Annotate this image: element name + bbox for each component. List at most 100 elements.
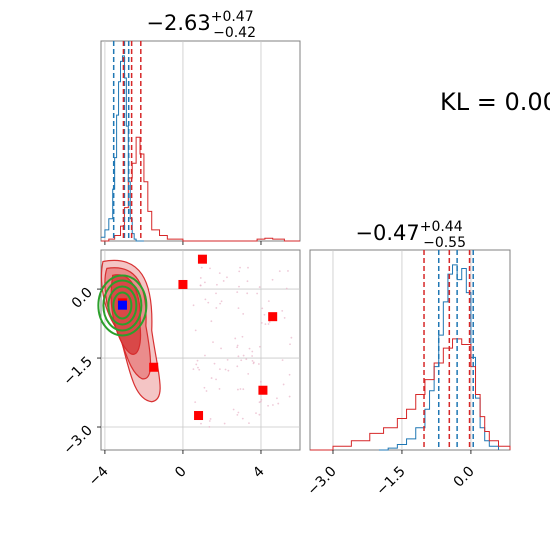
red-square-marker bbox=[194, 411, 204, 421]
scatter-sample-point bbox=[236, 291, 239, 293]
scatter-sample-point bbox=[268, 321, 271, 323]
scatter-sample-point bbox=[241, 417, 244, 420]
scatter-sample-point bbox=[204, 298, 207, 301]
scatter-sample-point bbox=[261, 307, 264, 310]
scatter-sample-point bbox=[276, 397, 278, 400]
scatter-sample-point bbox=[192, 304, 195, 307]
scatter-contour-panel: −4 0 4 0.0 −1.5 −3.0 bbox=[60, 249, 301, 489]
scatter-sample-point bbox=[236, 413, 239, 416]
scatter-sample-point bbox=[242, 388, 245, 391]
scatter-sample-point bbox=[224, 368, 227, 371]
red-square-marker bbox=[197, 254, 207, 264]
scatter-sample-point bbox=[282, 383, 285, 386]
scatter-sample-point bbox=[199, 284, 202, 287]
green-contour-level bbox=[102, 279, 143, 332]
scatter-sample-point bbox=[236, 346, 239, 349]
contour-levels bbox=[97, 259, 161, 403]
right-histogram-red-series bbox=[310, 338, 511, 451]
right-histogram-title: −0.47+0.44 bbox=[355, 219, 462, 245]
scatter-sample-point bbox=[241, 335, 244, 338]
top-histogram-title-upper: +0.47 bbox=[211, 9, 254, 25]
top-histogram-frame bbox=[100, 40, 301, 242]
scatter-sample-point bbox=[288, 395, 291, 398]
right-histogram-grid bbox=[332, 250, 472, 450]
red-square-marker bbox=[258, 385, 268, 395]
scatter-sample-point bbox=[194, 329, 197, 332]
scatter-sample-point bbox=[258, 413, 261, 416]
top-histogram-title-lower: −0.42 bbox=[213, 25, 256, 41]
green-contour-level bbox=[112, 291, 133, 320]
scatter-sample-point bbox=[215, 378, 217, 381]
reference-markers bbox=[117, 254, 278, 421]
scatter-sample-point bbox=[271, 278, 274, 281]
scatter-sample-point bbox=[255, 412, 257, 415]
scatter-sample-point bbox=[205, 390, 208, 392]
green-contour-level bbox=[107, 285, 138, 326]
scatter-sample-point bbox=[289, 343, 291, 346]
scatter-sample-point bbox=[287, 270, 289, 272]
scatter-sample-point bbox=[200, 422, 202, 425]
right-histogram-quantile-lines bbox=[423, 250, 474, 450]
scatter-sample-point bbox=[219, 302, 222, 305]
scatter-x-tick-label: 4 bbox=[250, 463, 268, 481]
scatter-sample-point bbox=[239, 388, 242, 390]
scatter-sample-point bbox=[232, 408, 235, 411]
right-histogram-frame bbox=[309, 249, 511, 451]
scatter-sample-point bbox=[251, 360, 254, 362]
scatter-x-tick-label: −4 bbox=[86, 463, 112, 489]
scatter-sample-point bbox=[258, 286, 261, 288]
scatter-contour-frame bbox=[100, 249, 301, 451]
scatter-sample-point bbox=[264, 323, 267, 326]
red-square-marker bbox=[268, 312, 278, 322]
scatter-sample-point bbox=[257, 363, 260, 365]
scatter-sample-point bbox=[237, 355, 240, 358]
scatter-x-tick-label: 0 bbox=[172, 464, 190, 482]
scatter-sample-point bbox=[238, 270, 241, 273]
scatter-sample-point bbox=[278, 270, 281, 273]
scatter-y-ticks: 0.0 −1.5 −3.0 bbox=[60, 285, 101, 458]
scatter-sample-point bbox=[222, 280, 225, 282]
scatter-sample-point bbox=[236, 365, 239, 368]
scatter-sample-point bbox=[283, 317, 286, 319]
scatter-sample-point bbox=[210, 320, 213, 323]
scatter-sample-point bbox=[196, 359, 199, 362]
scatter-sample-point bbox=[267, 323, 270, 325]
red-square-marker bbox=[178, 279, 188, 289]
scatter-sample-point bbox=[210, 377, 213, 379]
scatter-sample-point bbox=[245, 358, 248, 361]
scatter-sample-point bbox=[226, 276, 228, 279]
scatter-sample-point bbox=[242, 313, 245, 315]
scatter-sample-point bbox=[271, 404, 274, 406]
scatter-sample-point bbox=[252, 362, 255, 365]
scatter-sample-point bbox=[218, 368, 221, 371]
scatter-sample-point bbox=[215, 307, 218, 309]
scatter-sample-point bbox=[258, 401, 261, 404]
scatter-sample-point bbox=[200, 266, 203, 269]
scatter-sample-point bbox=[226, 358, 229, 361]
scatter-sample-point bbox=[242, 354, 245, 357]
top-histogram-title-value: −2.63 bbox=[146, 11, 210, 35]
right-x-tick-label: −1.5 bbox=[373, 464, 408, 499]
scatter-sample-point bbox=[203, 281, 206, 284]
scatter-sample-point bbox=[209, 267, 211, 270]
scatter-sample-point bbox=[199, 277, 202, 279]
scatter-sample-point bbox=[260, 398, 263, 401]
scatter-sample-point bbox=[260, 322, 263, 324]
scatter-sample-point bbox=[285, 287, 288, 290]
top-histogram-title: −2.63+0.47 bbox=[146, 9, 253, 35]
scatter-sample-point bbox=[281, 359, 284, 362]
right-histogram-title-lower: −0.55 bbox=[423, 235, 466, 251]
scatter-sample-point bbox=[258, 345, 261, 348]
blue-square-marker bbox=[117, 300, 127, 310]
scatter-sample-point bbox=[207, 301, 210, 304]
scatter-x-ticks: −4 0 4 bbox=[86, 450, 268, 489]
scatter-sample-point bbox=[240, 359, 243, 362]
scatter-sample-point bbox=[238, 285, 240, 288]
scatter-sample-point bbox=[237, 307, 240, 310]
scatter-sample-point bbox=[218, 272, 221, 275]
scatter-sample-point bbox=[267, 404, 269, 407]
red-square-marker bbox=[149, 362, 159, 372]
scatter-sample-point bbox=[247, 266, 249, 269]
scatter-sample-point bbox=[259, 380, 262, 383]
